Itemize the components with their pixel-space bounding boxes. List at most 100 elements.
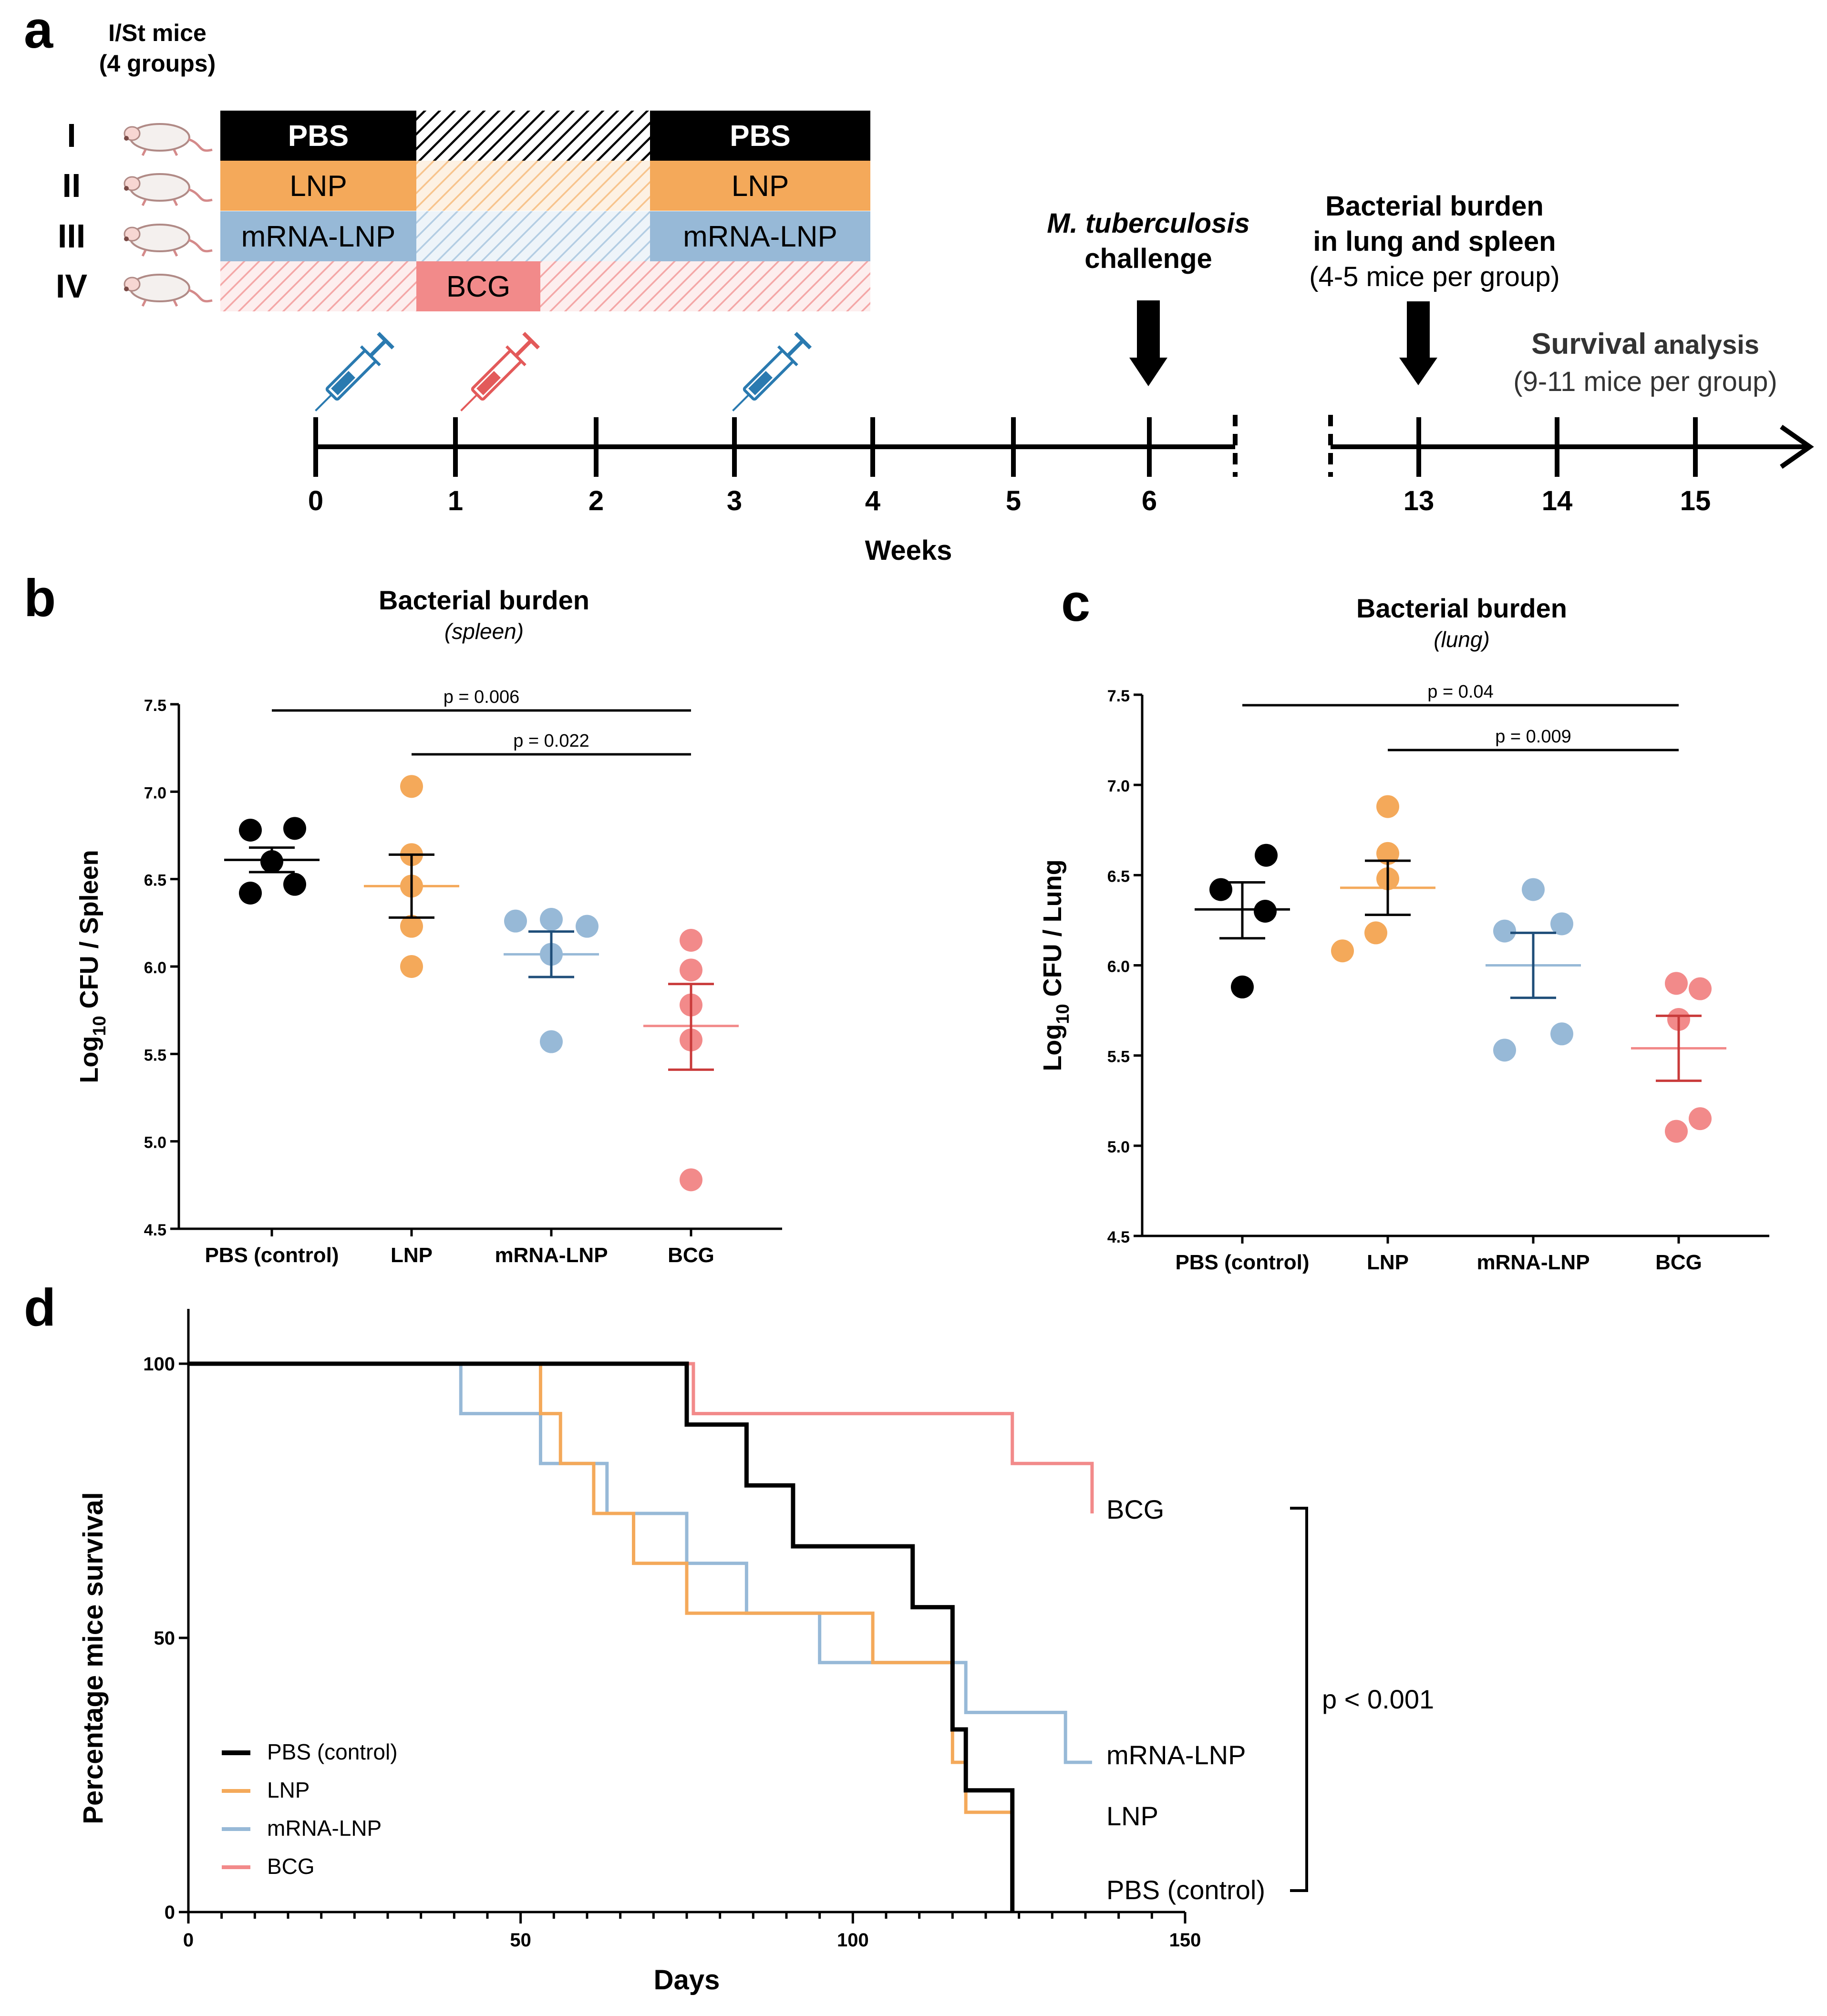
- panel-a-label: a: [24, 0, 53, 59]
- syringes: [315, 331, 812, 411]
- group-roman-2: II: [62, 167, 81, 204]
- y-tick-label: 4.5: [1107, 1228, 1130, 1246]
- data-point: [504, 909, 527, 933]
- data-point: [1255, 843, 1278, 867]
- pvalue-label: p = 0.009: [1495, 727, 1571, 747]
- data-point: [1689, 1107, 1712, 1131]
- timeline-tick-label: 1: [448, 485, 463, 516]
- mouse-leg: [141, 299, 147, 307]
- block-label: PBS: [730, 120, 790, 153]
- syringe-handle: [377, 331, 395, 350]
- mouse-icon: [124, 123, 213, 156]
- mouse-tail: [188, 238, 213, 253]
- mouse-leg: [141, 149, 147, 156]
- challenge-arrow-icon: [1129, 300, 1167, 386]
- mouse-eye: [124, 186, 129, 191]
- data-point: [540, 1030, 563, 1053]
- syringe-needle: [315, 394, 332, 411]
- data-point: [1364, 921, 1387, 945]
- syringe-icon: [315, 331, 395, 411]
- data-point: [400, 955, 423, 978]
- syringe-needle: [732, 394, 750, 411]
- x-tick-label: LNP: [391, 1244, 433, 1267]
- burden-label-line2: in lung and spleen: [1313, 226, 1556, 257]
- chart-subtitle: (spleen): [444, 619, 524, 644]
- y-axis-label-main: Log: [1038, 1024, 1067, 1071]
- data-point: [1665, 972, 1688, 995]
- legend-label: mRNA-LNP: [267, 1816, 382, 1841]
- y-tick-label: 6.5: [144, 872, 166, 890]
- legend-label: BCG: [267, 1854, 315, 1879]
- syringe-plunger: [786, 339, 805, 358]
- data-point: [680, 1168, 702, 1192]
- timeline-tick-label: 15: [1680, 485, 1711, 516]
- timeline: 0 1 2 3 4 5 6 13 14 15: [308, 415, 1814, 516]
- mouse-leg: [173, 299, 178, 307]
- block-label: mRNA-LNP: [683, 220, 837, 253]
- group-roman-1: I: [67, 117, 76, 154]
- timeline-tick-label: 4: [865, 485, 880, 516]
- data-point: [1376, 842, 1399, 865]
- survival-curve: [188, 1362, 1094, 1513]
- data-point: [576, 915, 599, 938]
- y-tick-label: 6.5: [1107, 867, 1130, 885]
- pvalue-bracket: [1290, 1507, 1308, 1892]
- syringe-plunger: [369, 339, 387, 358]
- x-tick-label: mRNA-LNP: [495, 1244, 608, 1267]
- panel-c-label: c: [1061, 574, 1090, 632]
- mice-title-line1: I/St mice: [108, 20, 206, 46]
- survival-curve: [188, 1361, 1015, 1912]
- data-point: [239, 882, 262, 905]
- y-tick-label: 7.0: [144, 784, 166, 802]
- syringe-icon: [460, 331, 540, 411]
- block-III-boost: [650, 211, 870, 261]
- syringe-flange: [360, 345, 381, 367]
- data-point: [1522, 878, 1545, 901]
- legend-label: PBS (control): [267, 1739, 398, 1764]
- panel-b-label: b: [24, 569, 56, 627]
- block-label: mRNA-LNP: [241, 220, 396, 253]
- x-tick-label: 50: [510, 1930, 531, 1951]
- mouse-leg: [173, 149, 178, 156]
- y-axis-label-rest: CFU / Spleen: [75, 850, 103, 1016]
- y-tick-label: 5.0: [144, 1134, 166, 1152]
- curve-end-label: PBS (control): [1106, 1875, 1265, 1905]
- survival-label-bold: Survival: [1531, 328, 1646, 360]
- data-point: [239, 819, 262, 842]
- mouse-icon: [124, 274, 213, 307]
- y-tick-label: 100: [143, 1354, 175, 1375]
- survival-label: Survival analysis: [1531, 328, 1759, 360]
- x-tick-label: BCG: [668, 1244, 714, 1267]
- y-tick-label: 0: [165, 1902, 175, 1923]
- block-label: LNP: [732, 170, 789, 203]
- data-point: [1493, 919, 1516, 943]
- timeline-xlabel: Weeks: [865, 535, 952, 566]
- panel-b-chart: Bacterial burden (spleen) 4.5 5.0 5.5 6.0 6.5 7…: [75, 585, 782, 1267]
- block-III-gap: [416, 211, 650, 261]
- x-tick-label: mRNA-LNP: [1476, 1251, 1590, 1274]
- data-point: [283, 873, 306, 896]
- timeline-tick-label: 13: [1404, 485, 1435, 516]
- panel-d-label: d: [24, 1278, 56, 1337]
- y-tick-label: 5.5: [1107, 1048, 1130, 1066]
- y-axis-label-sub: 10: [90, 1016, 110, 1036]
- x-tick-label: 100: [837, 1930, 869, 1951]
- data-point: [1689, 977, 1712, 1000]
- burden-label-line3: (4-5 mice per group): [1309, 261, 1559, 292]
- data-point: [1209, 878, 1232, 901]
- block-III-prime: [220, 211, 416, 261]
- mouse-leg: [141, 199, 147, 206]
- data-point: [1493, 1039, 1516, 1062]
- survival-label-rest: analysis: [1646, 329, 1759, 360]
- block-II-boost: [650, 161, 870, 211]
- group-roman-3: III: [58, 217, 85, 255]
- x-tick-label: 0: [183, 1930, 194, 1951]
- block-II-gap: [416, 161, 650, 211]
- chart-subtitle: (lung): [1434, 627, 1490, 652]
- challenge-label-line1: M. tuberculosis: [1047, 208, 1249, 239]
- y-axis-label: Log10 CFU / Lung: [1038, 859, 1073, 1071]
- y-tick-label: 4.5: [144, 1221, 166, 1239]
- y-tick-label: 6.0: [1107, 958, 1130, 976]
- chart-title: Bacterial burden: [1356, 593, 1567, 623]
